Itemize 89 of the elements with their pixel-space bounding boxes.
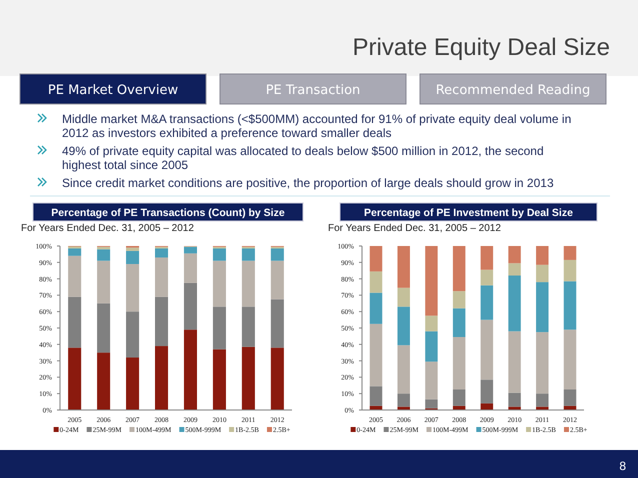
bar	[270, 260, 284, 300]
bar	[425, 316, 438, 332]
bar	[564, 246, 576, 260]
text: Recommended Reading	[436, 83, 590, 98]
bar	[452, 390, 466, 406]
bar	[270, 348, 284, 410]
bar	[212, 349, 226, 410]
text: PE Transaction	[266, 83, 360, 98]
bar	[126, 358, 140, 410]
bar	[68, 296, 82, 348]
chart-title: Percentage of PE Transactions (Count) by Size	[51, 207, 285, 219]
bar	[68, 256, 82, 297]
bar	[397, 288, 410, 307]
bar	[397, 394, 410, 407]
bar	[536, 282, 549, 332]
bar	[97, 303, 110, 353]
bar	[508, 276, 521, 332]
bar	[242, 306, 255, 347]
bar	[564, 390, 576, 406]
chart-subtitle: For Years Ended Dec. 31, 2005 – 2012	[328, 223, 502, 234]
bar	[370, 271, 382, 293]
bar	[480, 320, 494, 380]
bar	[184, 253, 197, 283]
text: 8	[619, 459, 626, 473]
bar	[564, 330, 576, 390]
chart-subtitle: For Years Ended Dec. 31, 2005 – 2012	[21, 223, 194, 234]
bar	[536, 332, 549, 394]
bar	[126, 312, 140, 358]
bar	[452, 308, 466, 338]
bar	[126, 250, 140, 264]
bar	[508, 331, 521, 393]
bar	[452, 337, 466, 390]
bar	[370, 292, 382, 324]
bar	[370, 324, 382, 386]
bar	[184, 330, 197, 410]
bar	[425, 246, 438, 316]
bar	[370, 386, 382, 406]
bar	[155, 257, 168, 297]
bar	[452, 246, 466, 292]
bar	[212, 306, 226, 350]
text: 49% of private equity capital was allocated to deals below $500 million in 2012, the second highest total since 2005	[62, 144, 544, 172]
bar	[126, 264, 140, 312]
bar	[536, 394, 549, 407]
bar	[425, 331, 438, 362]
bar	[155, 296, 168, 346]
bar	[480, 270, 494, 286]
bar	[480, 403, 494, 410]
text: Middle market M&A transactions (<$500MM) accounted for 91% of private equity deal volume in 2012 as investors exhibited a preference toward smaller deals	[62, 112, 572, 140]
bar	[508, 246, 521, 264]
bar	[397, 246, 410, 288]
bar	[242, 248, 255, 261]
bar	[397, 345, 410, 394]
bar	[508, 263, 521, 276]
bar	[480, 380, 494, 404]
bar	[536, 246, 549, 265]
bar	[242, 346, 255, 410]
bar	[397, 406, 410, 410]
bar	[212, 260, 226, 307]
bar	[480, 285, 494, 320]
bar	[397, 306, 410, 346]
bar	[508, 406, 521, 410]
bar	[184, 282, 197, 330]
bar	[270, 299, 284, 348]
bar	[126, 248, 140, 251]
bar	[97, 260, 110, 304]
bar	[370, 246, 382, 272]
text: Since credit market conditions are positive, the proportion of large deals should grow in 2013	[62, 176, 554, 190]
bar	[184, 246, 197, 254]
bar	[155, 346, 168, 410]
bar	[68, 348, 82, 410]
bar	[536, 406, 549, 410]
bar	[425, 362, 438, 400]
bar	[564, 281, 576, 330]
bar	[97, 352, 110, 410]
bar	[564, 260, 576, 282]
bar	[536, 264, 549, 282]
bar	[480, 246, 494, 270]
bar	[270, 248, 284, 261]
bar	[97, 246, 110, 250]
chart-title: Percentage of PE Investment by Deal Size	[364, 207, 574, 219]
bar	[97, 249, 110, 261]
text: PE Market Overview	[48, 83, 178, 98]
bar	[242, 260, 255, 307]
text: Private Equity Deal Size	[352, 34, 610, 61]
bar	[155, 248, 168, 258]
bar	[508, 392, 521, 407]
bar	[452, 291, 466, 308]
bar	[68, 248, 82, 256]
bar	[212, 248, 226, 261]
